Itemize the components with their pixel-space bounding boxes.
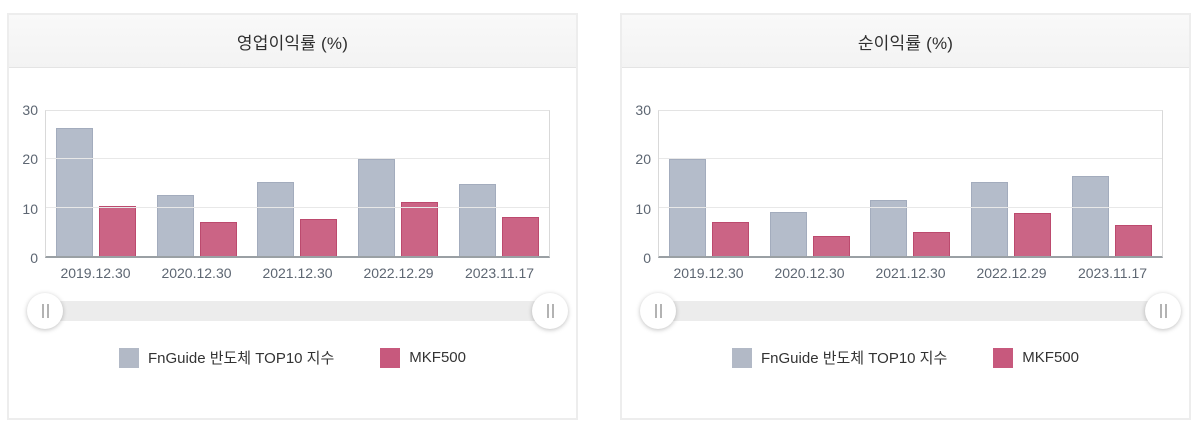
legend-label: MKF500 <box>409 349 466 366</box>
y-tick-label: 0 <box>30 250 38 266</box>
grip-icon <box>41 304 49 318</box>
plot-area <box>658 110 1163 258</box>
bar-fnguide[interactable] <box>458 183 496 256</box>
bar-mkf500[interactable] <box>401 202 439 256</box>
chart-scrollbar[interactable] <box>27 293 568 329</box>
x-tick-label: 2019.12.30 <box>673 265 744 281</box>
x-tick-label: 2021.12.30 <box>875 265 946 281</box>
chart-body: 0 10 20 30 2019.12.30 2020.12.30 2021.12.30 20… <box>622 102 1189 368</box>
y-tick-label: 30 <box>22 102 38 118</box>
x-tick-label: 2022.12.29 <box>363 265 434 281</box>
bar-mkf500[interactable] <box>199 222 237 256</box>
y-tick-label: 10 <box>635 200 651 217</box>
legend-item[interactable]: FnGuide 반도체 TOP10 지수 <box>119 347 334 368</box>
legend-item[interactable]: MKF500 <box>380 347 466 368</box>
legend-item[interactable]: FnGuide 반도체 TOP10 지수 <box>732 347 947 368</box>
bar-group <box>760 111 861 256</box>
y-tick-label: 20 <box>635 151 651 168</box>
bar-mkf500[interactable] <box>300 218 338 256</box>
bar-mkf500[interactable] <box>913 232 951 256</box>
grip-icon <box>546 304 554 318</box>
y-tick-label: 20 <box>22 151 38 168</box>
legend-item[interactable]: MKF500 <box>993 347 1079 368</box>
chart-title: 영업이익률 (%) <box>236 33 349 53</box>
bar-fnguide[interactable] <box>156 194 194 256</box>
bar-mkf500[interactable] <box>812 236 850 256</box>
bar-mkf500[interactable] <box>712 222 750 256</box>
bar-group <box>448 111 549 256</box>
bar-fnguide[interactable] <box>870 199 908 256</box>
x-axis-labels: 2019.12.30 2020.12.30 2021.12.30 2022.12.29… <box>658 265 1163 281</box>
grip-icon <box>654 304 662 318</box>
gridline <box>659 158 1162 160</box>
bar-fnguide[interactable] <box>358 159 396 256</box>
bar-fnguide[interactable] <box>769 211 807 256</box>
x-tick-label: 2019.12.30 <box>60 265 131 281</box>
bar-mkf500[interactable] <box>501 216 539 256</box>
x-tick-label: 2021.12.30 <box>262 265 333 281</box>
plot-area <box>45 110 550 258</box>
legend-swatch-icon <box>119 347 139 368</box>
x-tick-label: 2020.12.30 <box>774 265 845 281</box>
y-tick-label: 10 <box>22 200 38 217</box>
legend-label: FnGuide 반도체 TOP10 지수 <box>761 350 948 367</box>
chart-body: 0 10 20 30 2019.12.30 2020.12.30 2021.12.30 20… <box>9 102 576 368</box>
chart-scrollbar[interactable] <box>640 293 1181 329</box>
bar-mkf500[interactable] <box>1114 224 1152 256</box>
chart-card-operating-margin: 영업이익률 (%) 0 10 20 30 2019.12.30 2020.12.30 20… <box>7 13 578 420</box>
bar-group <box>860 111 961 256</box>
x-tick-label: 2020.12.30 <box>161 265 232 281</box>
grip-icon <box>1159 304 1167 318</box>
chart-card-net-margin: 순이익률 (%) 0 10 20 30 2019.12.30 2020.12.30 202… <box>620 13 1191 420</box>
bar-fnguide[interactable] <box>669 159 707 256</box>
bar-group <box>659 111 760 256</box>
legend-swatch-icon <box>380 347 401 368</box>
x-tick-label: 2022.12.29 <box>976 265 1047 281</box>
bar-mkf500[interactable] <box>99 206 137 256</box>
bar-fnguide[interactable] <box>257 182 295 256</box>
bar-groups <box>659 111 1162 256</box>
gridline <box>659 206 1162 208</box>
bar-mkf500[interactable] <box>1014 212 1052 256</box>
gridline <box>46 158 549 160</box>
y-tick-label: 0 <box>643 250 651 266</box>
y-axis: 0 10 20 30 <box>622 102 658 266</box>
y-axis: 0 10 20 30 <box>9 102 45 266</box>
legend-swatch-icon <box>993 347 1014 368</box>
chart-header: 순이익률 (%) <box>622 15 1189 68</box>
chart-title: 순이익률 (%) <box>857 33 954 53</box>
bar-groups <box>46 111 549 256</box>
scrollbar-track[interactable] <box>45 301 550 321</box>
bar-fnguide[interactable] <box>971 182 1009 256</box>
legend-swatch-icon <box>732 347 752 368</box>
x-tick-label: 2023.11.17 <box>1077 265 1148 281</box>
bar-group <box>961 111 1062 256</box>
y-tick-label: 30 <box>635 102 651 118</box>
scrollbar-left-handle[interactable] <box>27 293 63 329</box>
bar-fnguide[interactable] <box>56 128 94 256</box>
bar-group <box>348 111 449 256</box>
chart-header: 영업이익률 (%) <box>9 15 576 68</box>
plot-row: 0 10 20 30 <box>622 102 1189 266</box>
legend: FnGuide 반도체 TOP10 지수 MKF500 <box>9 347 576 368</box>
legend: FnGuide 반도체 TOP10 지수 MKF500 <box>622 347 1189 368</box>
scrollbar-right-handle[interactable] <box>532 293 568 329</box>
scrollbar-track[interactable] <box>658 301 1163 321</box>
legend-label: FnGuide 반도체 TOP10 지수 <box>148 350 335 367</box>
gridline <box>46 206 549 208</box>
bar-fnguide[interactable] <box>1071 175 1109 256</box>
bar-group <box>46 111 147 256</box>
bar-group <box>147 111 248 256</box>
bar-group <box>1061 111 1162 256</box>
bar-group <box>247 111 348 256</box>
plot-row: 0 10 20 30 <box>9 102 576 266</box>
scrollbar-right-handle[interactable] <box>1145 293 1181 329</box>
x-axis-labels: 2019.12.30 2020.12.30 2021.12.30 2022.12.29… <box>45 265 550 281</box>
legend-label: MKF500 <box>1022 349 1079 366</box>
scrollbar-left-handle[interactable] <box>640 293 676 329</box>
x-tick-label: 2023.11.17 <box>464 265 535 281</box>
